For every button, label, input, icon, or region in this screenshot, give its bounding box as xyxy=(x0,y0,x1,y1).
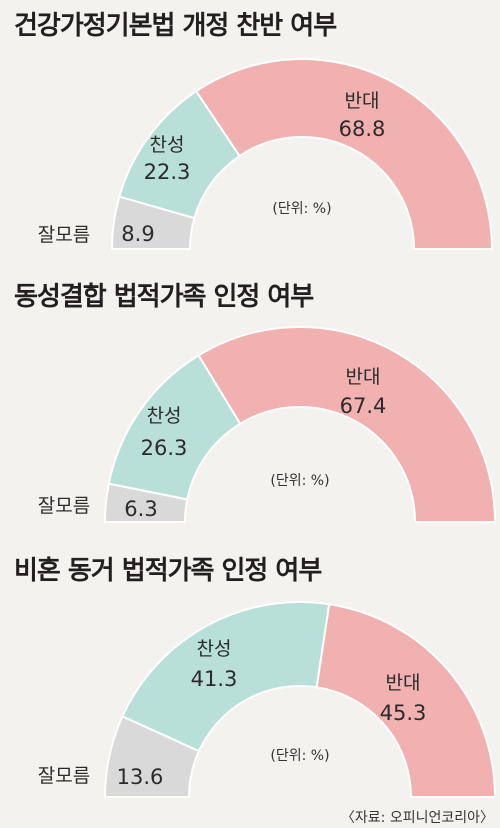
slice-support xyxy=(121,601,331,753)
source-credit: 〈자료: 오피니언코리아〉 xyxy=(341,810,494,826)
slice-oppose xyxy=(315,603,497,798)
unit-label: (단위: %) xyxy=(272,201,331,217)
slice-label-support: 찬성 xyxy=(150,134,185,156)
chart-title: 건강가정기본법 개정 찬반 여부 xyxy=(14,11,337,41)
slice-label-unknown: 잘모름 xyxy=(38,765,90,787)
slice-value-unknown: 6.3 xyxy=(124,497,157,521)
slice-label-oppose: 반대 xyxy=(386,672,421,694)
unit-label: (단위: %) xyxy=(270,748,329,764)
slice-value-oppose: 68.8 xyxy=(339,117,386,141)
slice-label-oppose: 반대 xyxy=(346,366,381,388)
slice-oppose xyxy=(197,326,497,523)
slice-label-unknown: 잘모름 xyxy=(38,224,90,246)
slice-value-unknown: 13.6 xyxy=(117,765,164,789)
slice-value-support: 41.3 xyxy=(191,667,238,691)
slice-value-oppose: 67.4 xyxy=(340,394,387,418)
slice-value-support: 22.3 xyxy=(144,160,191,184)
unit-label: (단위: %) xyxy=(270,473,329,489)
chart-title: 동성결합 법적가족 인정 여부 xyxy=(14,282,314,312)
slice-value-support: 26.3 xyxy=(141,436,188,460)
slice-label-support: 찬성 xyxy=(147,405,182,427)
slice-oppose xyxy=(194,58,494,250)
slice-value-oppose: 45.3 xyxy=(380,701,427,725)
slice-value-unknown: 8.9 xyxy=(121,222,154,246)
slice-label-oppose: 반대 xyxy=(345,90,380,112)
slice-label-unknown: 잘모름 xyxy=(38,495,90,517)
chart-title: 비혼 동거 법적가족 인정 여부 xyxy=(14,556,322,586)
slice-label-support: 찬성 xyxy=(197,638,232,660)
